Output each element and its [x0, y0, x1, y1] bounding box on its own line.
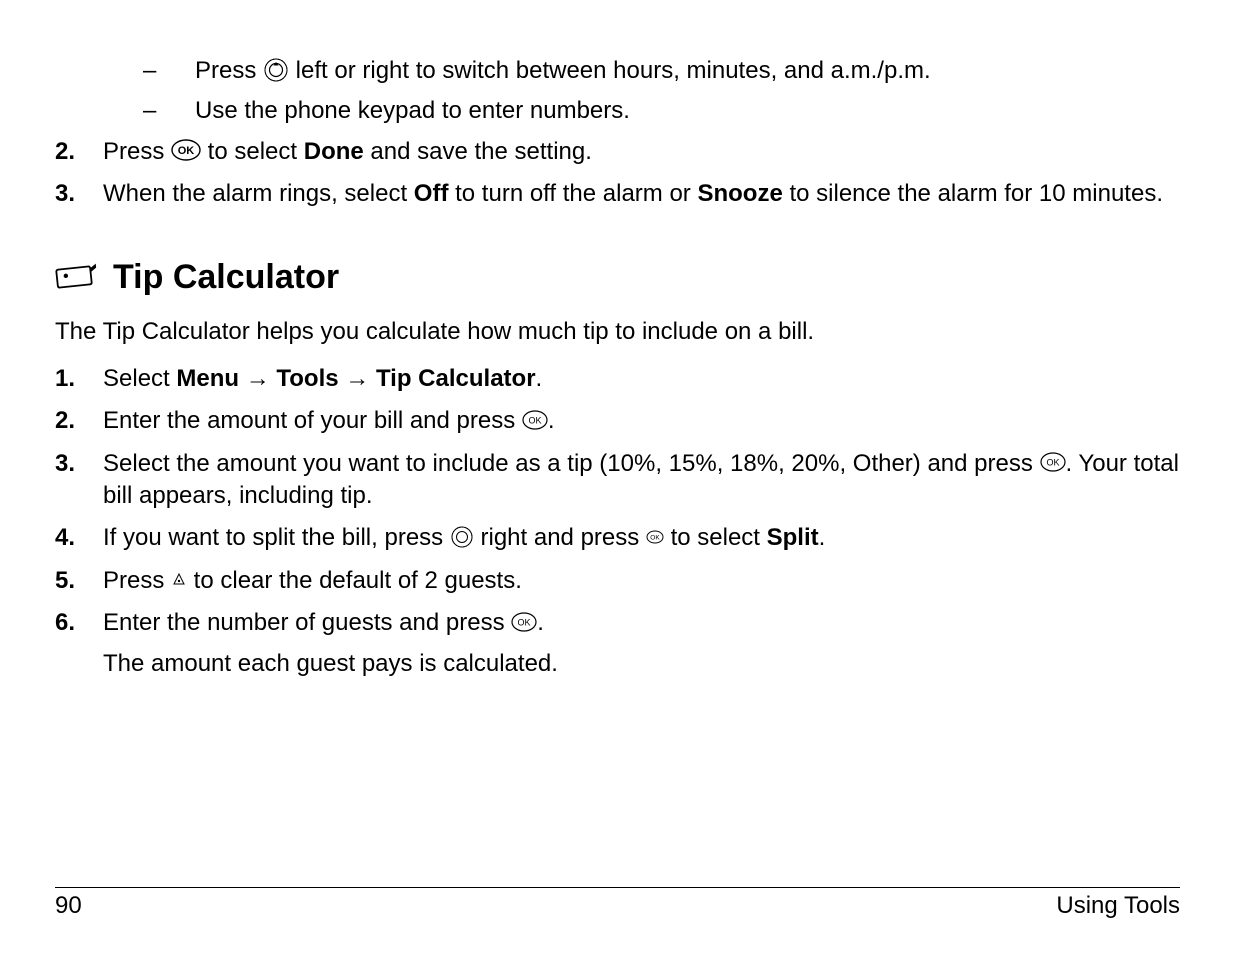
tip-step-4: 4. If you want to split the bill, press …	[55, 522, 1180, 554]
step-num: 6.	[55, 607, 103, 680]
step-body: When the alarm rings, select Off to turn…	[103, 178, 1180, 210]
b-tools: Tools	[276, 365, 338, 392]
tip-step-2: 2. Enter the amount of your bill and pre…	[55, 405, 1180, 437]
step-num: 5.	[55, 565, 103, 597]
page-body: – Press left or right to switch between …	[0, 0, 1235, 680]
nav-ring-icon	[450, 525, 474, 549]
tip-intro: The Tip Calculator helps you calculate h…	[55, 316, 1180, 348]
back-small-icon	[171, 571, 187, 587]
t: When the alarm rings, select	[103, 180, 414, 207]
step-6-note: The amount each guest pays is calculated…	[103, 648, 1180, 680]
b-split: Split	[767, 524, 819, 551]
ok-icon: OK	[1040, 452, 1066, 472]
footer-section: Using Tools	[1056, 892, 1180, 920]
ok-icon: OK	[511, 612, 537, 632]
bold-done: Done	[304, 138, 364, 165]
step-body: Press OK to select Done and save the set…	[103, 136, 1180, 168]
step-num: 1.	[55, 363, 103, 395]
step-num: 4.	[55, 522, 103, 554]
page-number: 90	[55, 892, 82, 920]
arrow: →	[239, 365, 276, 392]
t: Select	[103, 365, 176, 392]
t: If you want to split the bill, press	[103, 524, 450, 551]
t: .	[548, 407, 555, 434]
sub-body: Use the phone keypad to enter numbers.	[195, 95, 1180, 127]
step-2: 2. Press OK to select Done and save the …	[55, 136, 1180, 168]
tip-step-3: 3. Select the amount you want to include…	[55, 448, 1180, 513]
step-num: 3.	[55, 178, 103, 210]
arrow: →	[339, 365, 376, 392]
step-body: Select the amount you want to include as…	[103, 448, 1180, 513]
step-num: 2.	[55, 405, 103, 437]
t: Select the amount you want to include as…	[103, 450, 1040, 477]
nav-ring-icon	[263, 57, 289, 83]
t: Enter the amount of your bill and press	[103, 407, 522, 434]
step-num: 3.	[55, 448, 103, 513]
tip-heading: Tip Calculator	[113, 255, 339, 301]
step-body: Enter the number of guests and press OK.…	[103, 607, 1180, 680]
t: Press	[195, 57, 263, 84]
t: to select	[664, 524, 767, 551]
svg-text:OK: OK	[528, 415, 541, 425]
b-tip-calc: Tip Calculator	[376, 365, 536, 392]
step-body: If you want to split the bill, press rig…	[103, 522, 1180, 554]
t: right and press	[474, 524, 646, 551]
t: .	[536, 365, 543, 392]
t: Enter the number of guests and press	[103, 609, 511, 636]
t: .	[819, 524, 826, 551]
sub-body: Press left or right to switch between ho…	[195, 55, 1180, 87]
t: Press	[103, 567, 171, 594]
tip-step-6: 6. Enter the number of guests and press …	[55, 607, 1180, 680]
step-body: Enter the amount of your bill and press …	[103, 405, 1180, 437]
tip-step-5: 5. Press to clear the default of 2 guest…	[55, 565, 1180, 597]
step-body: Press to clear the default of 2 guests.	[103, 565, 1180, 597]
t: left or right to switch between hours, m…	[289, 57, 931, 84]
dash: –	[143, 95, 195, 127]
t: to select	[201, 138, 304, 165]
step-3: 3. When the alarm rings, select Off to t…	[55, 178, 1180, 210]
b-menu: Menu	[176, 365, 239, 392]
tip-step-1: 1. Select Menu → Tools → Tip Calculator.	[55, 363, 1180, 395]
note-icon	[55, 260, 99, 292]
ok-small-icon: OK	[646, 530, 664, 544]
t: to clear the default of 2 guests.	[187, 567, 522, 594]
t: and save the setting.	[364, 138, 592, 165]
ok-icon: OK	[171, 139, 201, 161]
t: to turn off the alarm or	[448, 180, 697, 207]
svg-text:OK: OK	[178, 145, 195, 157]
step-num: 2.	[55, 136, 103, 168]
dash: –	[143, 55, 195, 87]
alarm-steps-cont: 2. Press OK to select Done and save the …	[55, 136, 1180, 211]
tip-heading-row: Tip Calculator	[55, 255, 1180, 301]
svg-text:OK: OK	[1046, 458, 1059, 468]
prev-step-sublist: – Press left or right to switch between …	[143, 55, 1180, 128]
bold-snooze: Snooze	[697, 180, 782, 207]
t: Press	[103, 138, 171, 165]
svg-text:OK: OK	[518, 617, 531, 627]
ok-icon: OK	[522, 410, 548, 430]
sub-item-nav: – Press left or right to switch between …	[143, 55, 1180, 87]
svg-text:OK: OK	[650, 535, 660, 542]
bold-off: Off	[414, 180, 449, 207]
tip-steps: 1. Select Menu → Tools → Tip Calculator.…	[55, 363, 1180, 680]
step-body: Select Menu → Tools → Tip Calculator.	[103, 363, 1180, 395]
page-footer: 90 Using Tools	[55, 887, 1180, 920]
t: to silence the alarm for 10 minutes.	[783, 180, 1163, 207]
t: .	[537, 609, 544, 636]
sub-item-keypad: – Use the phone keypad to enter numbers.	[143, 95, 1180, 127]
